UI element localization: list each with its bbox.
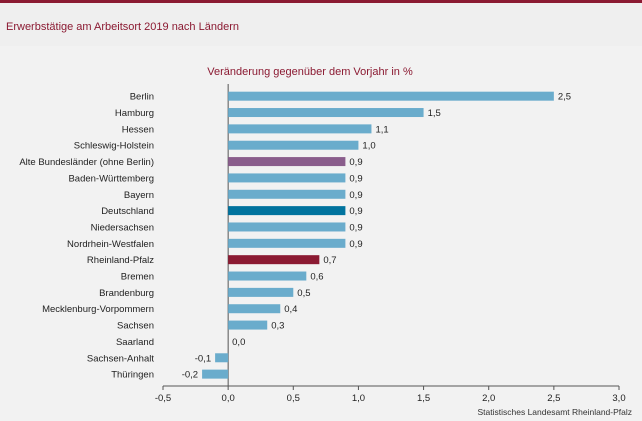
data-label: 0,9 <box>349 157 362 168</box>
category-label: Alte Bundesländer (ohne Berlin) <box>19 157 154 168</box>
data-label: 1,5 <box>428 108 441 119</box>
bar <box>228 320 268 330</box>
category-label: Thüringen <box>111 370 154 381</box>
page-title: Erwerbstätige am Arbeitsort 2019 nach Lä… <box>6 21 239 33</box>
category-label: Baden-Württemberg <box>68 173 154 184</box>
data-label: 0,3 <box>271 321 284 332</box>
category-label: Schleswig-Holstein <box>74 141 154 152</box>
bar <box>215 353 229 363</box>
category-label: Rheinland-Pfalz <box>87 255 154 266</box>
bar <box>228 140 359 150</box>
x-tick-label: 2,5 <box>547 393 560 404</box>
category-label: Niedersachsen <box>91 222 154 233</box>
data-label: 0,9 <box>349 173 362 184</box>
data-label: -0,2 <box>182 370 198 381</box>
bar <box>228 206 346 216</box>
data-label: 2,5 <box>558 92 571 103</box>
data-label: 0,9 <box>349 190 362 201</box>
bar <box>228 189 346 199</box>
category-label: Nordrhein-Westfalen <box>67 239 154 250</box>
category-label: Sachsen-Anhalt <box>87 353 154 364</box>
category-label: Saarland <box>116 337 154 348</box>
category-label: Berlin <box>130 92 154 103</box>
category-label: Sachsen <box>117 321 154 332</box>
chart-title: Veränderung gegenüber dem Vorjahr in % <box>207 66 413 78</box>
category-label: Bayern <box>124 190 154 201</box>
header-band: Erwerbstätige am Arbeitsort 2019 nach Lä… <box>0 3 642 46</box>
bar <box>228 255 320 265</box>
bar <box>228 157 346 167</box>
bar <box>228 271 307 281</box>
data-label: 0,9 <box>349 222 362 233</box>
data-label: 0,6 <box>310 272 323 283</box>
x-tick-label: 1,0 <box>352 393 365 404</box>
bar <box>228 91 554 101</box>
data-label: 0,9 <box>349 239 362 250</box>
bar <box>228 124 372 134</box>
x-tick-label: -0,5 <box>155 393 171 404</box>
data-label: 1,0 <box>362 141 375 152</box>
category-label: Deutschland <box>101 206 154 217</box>
source-note: Statistisches Landesamt Rheinland-Pfalz <box>478 407 633 417</box>
x-tick-label: 0,5 <box>287 393 300 404</box>
category-label: Hessen <box>122 124 154 135</box>
bar <box>228 238 346 248</box>
category-label: Bremen <box>121 272 154 283</box>
bar <box>228 222 346 232</box>
data-label: 0,9 <box>349 206 362 217</box>
bar <box>228 108 424 118</box>
x-tick-label: 0,0 <box>222 393 235 404</box>
x-tick-label: 2,0 <box>482 393 495 404</box>
data-label: 0,5 <box>297 288 310 299</box>
data-label: 0,7 <box>323 255 336 266</box>
data-label: -0,1 <box>195 353 211 364</box>
x-tick-label: 3,0 <box>612 393 625 404</box>
category-label: Hamburg <box>115 108 154 119</box>
bar <box>228 173 346 183</box>
top-accent-rule <box>0 0 642 3</box>
x-tick-label: 1,5 <box>417 393 430 404</box>
category-label: Mecklenburg-Vorpommern <box>42 304 154 315</box>
data-label: 0,4 <box>284 304 297 315</box>
bar <box>202 369 229 379</box>
data-label: 0,0 <box>232 337 245 348</box>
data-label: 1,1 <box>375 124 388 135</box>
category-label: Brandenburg <box>99 288 154 299</box>
bar <box>228 287 294 297</box>
bar <box>228 304 281 314</box>
